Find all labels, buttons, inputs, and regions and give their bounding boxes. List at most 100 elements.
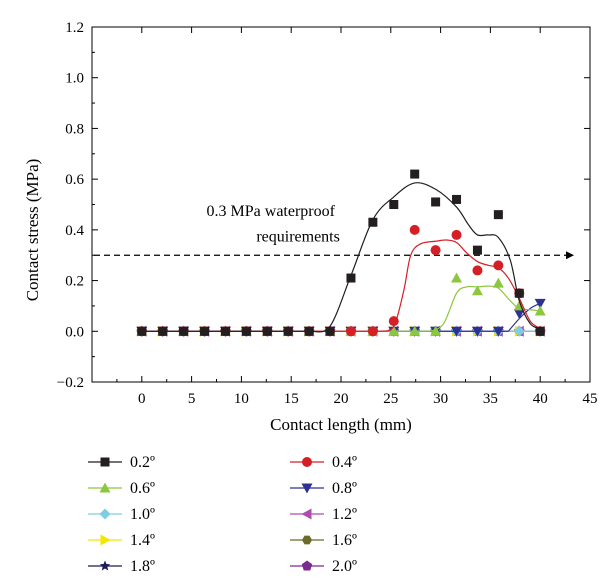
x-tick-label: 0 [138, 391, 146, 407]
data-point [493, 260, 504, 271]
series-fit-line [380, 239, 541, 332]
legend-marker [99, 560, 111, 571]
legend-marker [99, 508, 111, 520]
legend-label: 1.8º [130, 558, 155, 575]
data-point [241, 326, 251, 336]
data-point [492, 326, 504, 337]
y-tick-label: 0.4 [65, 223, 84, 239]
legend-label: 1.6º [332, 532, 357, 549]
y-tick-label: −0.2 [57, 375, 84, 391]
y-tick-label: 0.0 [65, 324, 84, 340]
legend-item: 0.8º [290, 480, 357, 497]
data-point [513, 325, 525, 337]
data-point [367, 326, 378, 337]
legend-marker [302, 535, 312, 545]
legend-item: 0.4º [290, 454, 357, 471]
data-point [451, 272, 463, 283]
data-point [346, 273, 356, 283]
x-tick-label: 10 [234, 391, 249, 407]
legend-item: 1.6º [290, 532, 357, 549]
legend-item: 0.2º [88, 454, 155, 471]
legend-marker [301, 560, 313, 571]
legend-label: 0.4º [332, 454, 357, 471]
x-tick-label: 40 [533, 391, 548, 407]
legend-label: 1.4º [130, 532, 155, 549]
legend-item: 0.6º [88, 480, 155, 497]
legend-marker [301, 508, 312, 520]
annotation-text: requirements [256, 228, 340, 245]
legend-label: 0.2º [130, 454, 155, 471]
legend-marker [302, 457, 312, 467]
data-point [535, 326, 545, 336]
data-point [220, 326, 230, 336]
x-tick-label: 15 [284, 391, 299, 407]
data-point [471, 285, 483, 296]
series-layer [136, 169, 546, 337]
y-tick-label: 1.0 [65, 71, 84, 87]
reference-line-arrowhead [566, 251, 574, 260]
data-point [514, 288, 524, 298]
data-point [158, 326, 168, 336]
data-point [451, 326, 463, 337]
data-point [534, 298, 546, 309]
data-point [345, 326, 356, 337]
data-point [430, 245, 441, 256]
x-tick-label: 45 [583, 391, 598, 407]
data-point [262, 326, 272, 336]
x-tick-label: 20 [334, 391, 349, 407]
legend-item: 1.4º [88, 532, 155, 549]
legend-label: 0.8º [332, 480, 357, 497]
data-point [452, 194, 462, 204]
y-tick-label: 1.2 [65, 20, 84, 36]
data-point [534, 305, 546, 316]
y-tick-label: 0.8 [65, 121, 84, 137]
data-point [492, 277, 504, 288]
data-point [410, 169, 420, 179]
data-point [409, 325, 421, 336]
x-tick-label: 30 [433, 391, 448, 407]
data-point [472, 265, 483, 276]
legend-marker [301, 483, 313, 494]
data-point [451, 229, 462, 240]
x-tick-label: 5 [188, 391, 196, 407]
data-point [304, 326, 314, 336]
data-point [179, 326, 189, 336]
legend-marker [100, 534, 111, 546]
data-point [368, 217, 378, 227]
series-06 [136, 272, 546, 336]
axes: 0 5 10 15 20 25 30 35 40 45 −0.2 0.0 0.2 0.4 0.6 0.8 1.0… [57, 20, 598, 407]
y-tick-label: 0.2 [65, 274, 84, 290]
y-axis-label: Contact stress (MPa) [23, 159, 42, 302]
x-axis-label: Contact length (mm) [270, 415, 412, 434]
data-point [472, 245, 482, 255]
data-point [283, 326, 293, 336]
legend-label: 1.2º [332, 506, 357, 523]
data-point [513, 309, 525, 320]
annotation-text: 0.3 MPa waterproof [207, 203, 336, 220]
data-point [389, 200, 399, 209]
legend-label: 1.0º [130, 506, 155, 523]
legend-item: 1.8º [88, 558, 155, 575]
data-point [325, 326, 335, 336]
data-point [200, 326, 210, 336]
legend: 0.2º 0.4º 0.6º 0.8º 1.0º 1.2º 1.4º 1.6º 1.8º 2.0º [88, 454, 357, 575]
data-point [409, 224, 420, 235]
data-point [430, 325, 442, 336]
series-02 [137, 169, 545, 336]
data-point [388, 316, 399, 327]
legend-item: 2.0º [290, 558, 357, 575]
legend-item: 1.2º [290, 506, 357, 523]
series-fit-line [507, 302, 541, 332]
series-fit-line [310, 182, 541, 333]
annotations: 0.3 MPa waterproof requirements [94, 203, 574, 260]
data-point [493, 210, 503, 220]
legend-marker [99, 482, 111, 493]
data-point [471, 326, 483, 337]
legend-marker [100, 457, 110, 467]
legend-item: 1.0º [88, 506, 155, 523]
series-04 [136, 224, 546, 337]
x-tick-label: 25 [383, 391, 398, 407]
data-point [431, 197, 441, 207]
legend-label: 2.0º [332, 558, 357, 575]
